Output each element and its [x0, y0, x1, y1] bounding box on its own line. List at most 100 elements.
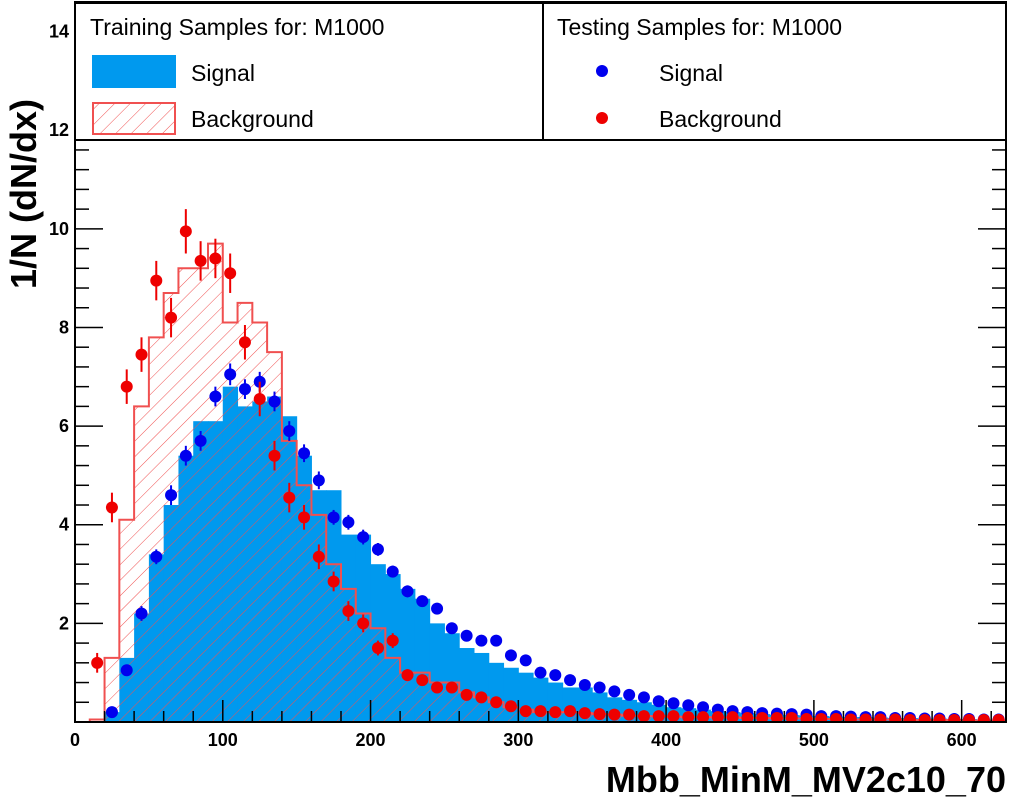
testing-signal-point — [165, 489, 178, 502]
testing-background-label: Background — [659, 106, 782, 132]
testing-signal-point — [475, 634, 488, 647]
testing-background-point — [770, 712, 783, 722]
testing-background-point — [120, 380, 133, 393]
testing-background-point — [918, 714, 931, 722]
training-signal-swatch — [92, 55, 176, 88]
testing-background-point — [711, 711, 724, 722]
testing-signal-point — [445, 622, 458, 635]
x-tick-label: 300 — [503, 730, 533, 750]
testing-background-point — [697, 711, 710, 722]
testing-signal-point — [371, 543, 384, 556]
testing-background-point — [283, 491, 296, 504]
y-tick-label: 6 — [59, 416, 69, 436]
y-tick-label: 12 — [49, 120, 69, 140]
testing-background-point — [357, 617, 370, 630]
testing-background-point — [637, 710, 650, 722]
testing-signal-point — [268, 395, 281, 408]
x-tick-label: 0 — [70, 730, 80, 750]
testing-legend-title: Testing Samples for: M1000 — [557, 14, 842, 40]
testing-background-point — [549, 706, 562, 719]
testing-background-point — [445, 681, 458, 694]
testing-background-point — [519, 705, 532, 718]
testing-signal-point — [460, 629, 473, 642]
y-tick-label: 14 — [49, 22, 69, 42]
testing-background-point — [504, 700, 517, 713]
testing-background-point — [830, 713, 843, 722]
testing-signal-point — [697, 701, 710, 714]
testing-background-point — [238, 336, 251, 349]
testing-background-point — [386, 634, 399, 647]
testing-background-point — [135, 348, 148, 361]
testing-background-point — [312, 550, 325, 563]
testing-signal-point — [623, 688, 636, 701]
testing-background-point — [756, 712, 769, 722]
legend: Training Samples for: M1000 Signal Backg… — [74, 2, 1007, 141]
training-background-swatch — [92, 102, 176, 135]
testing-signal-point — [667, 697, 680, 710]
testing-background-point — [667, 710, 680, 722]
testing-background-point — [874, 713, 887, 722]
testing-signal-point — [431, 602, 444, 615]
testing-background-point — [933, 714, 946, 722]
testing-signal-point — [224, 368, 237, 381]
testing-signal-point — [386, 565, 399, 578]
testing-background-point — [179, 225, 192, 238]
testing-background-point — [844, 713, 857, 722]
testing-signal-point — [416, 595, 429, 608]
testing-signal-point — [578, 679, 591, 692]
x-axis-title: Mbb_MinM_MV2c10_70 — [606, 759, 1006, 800]
testing-signal-point — [298, 447, 311, 460]
testing-background-point — [889, 713, 902, 722]
testing-signal-point — [283, 425, 296, 438]
y-axis-title: 1/N (dN/dx) — [3, 99, 44, 289]
testing-background-point — [623, 708, 636, 721]
testing-signal-point — [504, 649, 517, 662]
testing-background-point — [105, 501, 118, 514]
testing-signal-point — [608, 685, 621, 698]
testing-background-point — [298, 511, 311, 524]
testing-background-point — [165, 311, 178, 324]
y-tick-label: 2 — [59, 613, 69, 633]
x-tick-label: 600 — [947, 730, 977, 750]
testing-background-point — [859, 713, 872, 722]
testing-background-point — [534, 705, 547, 718]
testing-background-point — [268, 449, 281, 462]
testing-background-point — [416, 674, 429, 687]
y-tick-label: 4 — [59, 515, 69, 535]
testing-background-point — [948, 714, 961, 722]
testing-background-point — [253, 392, 266, 405]
x-tick-label: 200 — [356, 730, 386, 750]
testing-background-point — [342, 605, 355, 618]
testing-background-point — [903, 714, 916, 722]
testing-background-point — [785, 712, 798, 722]
testing-signal-point — [312, 474, 325, 487]
testing-background-point — [963, 714, 976, 722]
training-background-label: Background — [191, 106, 314, 132]
testing-legend-box — [542, 2, 1007, 141]
testing-background-point — [815, 713, 828, 722]
testing-background-point — [682, 711, 695, 722]
testing-signal-point — [534, 666, 547, 679]
testing-signal-point — [357, 531, 370, 544]
testing-background-point — [977, 714, 990, 722]
testing-signal-point — [490, 634, 503, 647]
x-tick-label: 500 — [799, 730, 829, 750]
training-background-hatch — [89, 243, 1006, 722]
x-tick-label: 100 — [208, 730, 238, 750]
testing-background-point — [91, 656, 104, 669]
testing-background-point — [431, 681, 444, 694]
testing-signal-point — [682, 699, 695, 712]
testing-signal-point — [549, 669, 562, 682]
x-tick-label: 400 — [651, 730, 681, 750]
plot-area — [88, 209, 1006, 722]
testing-signal-point — [652, 695, 665, 708]
testing-background-point — [224, 267, 237, 280]
testing-background-point — [209, 252, 222, 265]
testing-signal-point — [327, 511, 340, 524]
testing-signal-point — [194, 434, 207, 447]
testing-background-point — [401, 669, 414, 682]
testing-signal-point — [179, 449, 192, 462]
testing-signal-point — [150, 550, 163, 563]
testing-background-point — [460, 688, 473, 701]
